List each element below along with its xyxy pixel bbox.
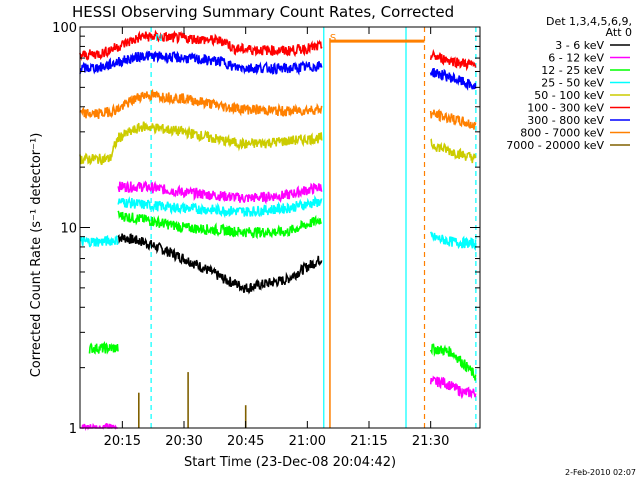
generation-timestamp: 2-Feb-2010 02:07 (565, 468, 636, 477)
y-tick-label-0: 1 (69, 422, 77, 437)
legend-label-7: 800 - 7000 keV (520, 127, 604, 140)
plot-frame (79, 26, 481, 429)
series-8 (138, 372, 247, 428)
legend-label-3: 25 - 50 keV (541, 77, 604, 90)
series-5-segment-0 (79, 29, 323, 61)
series-6-segment-0 (79, 50, 323, 76)
series-7-segment-1 (429, 108, 477, 130)
x-tick-label-1: 20:30 (165, 434, 202, 449)
y-tick-label-1: 10 (60, 222, 77, 237)
series-1-segment-2 (429, 375, 477, 400)
legend-label-2: 12 - 25 keV (541, 64, 604, 77)
series-3 (79, 194, 477, 252)
series-7 (79, 88, 477, 130)
series-4-segment-0 (79, 121, 323, 166)
marker-0: N (155, 33, 162, 44)
plot-area: N S 20:15 20:30 20:45 21:00 21:15 21:30 1 10 100 (52, 21, 481, 449)
legend-label-0: 3 - 6 keV (555, 39, 604, 52)
series-5 (79, 29, 477, 72)
legend-label-8: 7000 - 20000 keV (506, 139, 604, 152)
legend-label-4: 50 - 100 keV (534, 89, 604, 102)
series-1-segment-1 (117, 180, 323, 205)
legend-header-0: Det 1,3,4,5,6,9, (546, 15, 632, 28)
x-tick-label-0: 20:15 (104, 434, 141, 449)
legend-header-1: Att 0 (606, 26, 632, 39)
x-tick-label-5: 21:30 (412, 434, 449, 449)
series-6-segment-1 (429, 67, 477, 91)
series-4-segment-1 (430, 138, 477, 164)
marker-1: S (330, 33, 336, 44)
legend-label-5: 100 - 300 keV (527, 102, 604, 115)
series-7-segment-0 (79, 88, 323, 119)
series-3-segment-2 (429, 231, 477, 252)
series-2 (88, 210, 477, 381)
x-tick-label-2: 20:45 (227, 434, 264, 449)
series-2-segment-0 (88, 340, 119, 355)
series-2-segment-2 (429, 343, 477, 381)
y-tick-label-2: 100 (52, 21, 77, 36)
x-tick-label-4: 21:15 (350, 434, 387, 449)
series-2-segment-1 (117, 210, 322, 240)
series-3-segment-0 (79, 234, 119, 248)
series-0 (117, 233, 323, 295)
series-1-segment-0 (80, 422, 118, 432)
series-6 (79, 50, 477, 91)
series-5-segment-1 (429, 48, 477, 72)
y-axis-label: Corrected Count Rate (s⁻¹ detector⁻¹) (29, 133, 44, 378)
legend-label-1: 6 - 12 keV (548, 52, 604, 65)
x-tick-label-3: 21:00 (289, 434, 326, 449)
chart-title: HESSI Observing Summary Count Rates, Cor… (72, 3, 454, 21)
series-0-segment-0 (117, 233, 323, 295)
series-3-segment-1 (117, 194, 323, 219)
x-axis-label: Start Time (23-Dec-08 20:04:42) (184, 455, 396, 470)
series-4 (79, 121, 477, 166)
legend-label-6: 300 - 800 keV (527, 114, 604, 127)
